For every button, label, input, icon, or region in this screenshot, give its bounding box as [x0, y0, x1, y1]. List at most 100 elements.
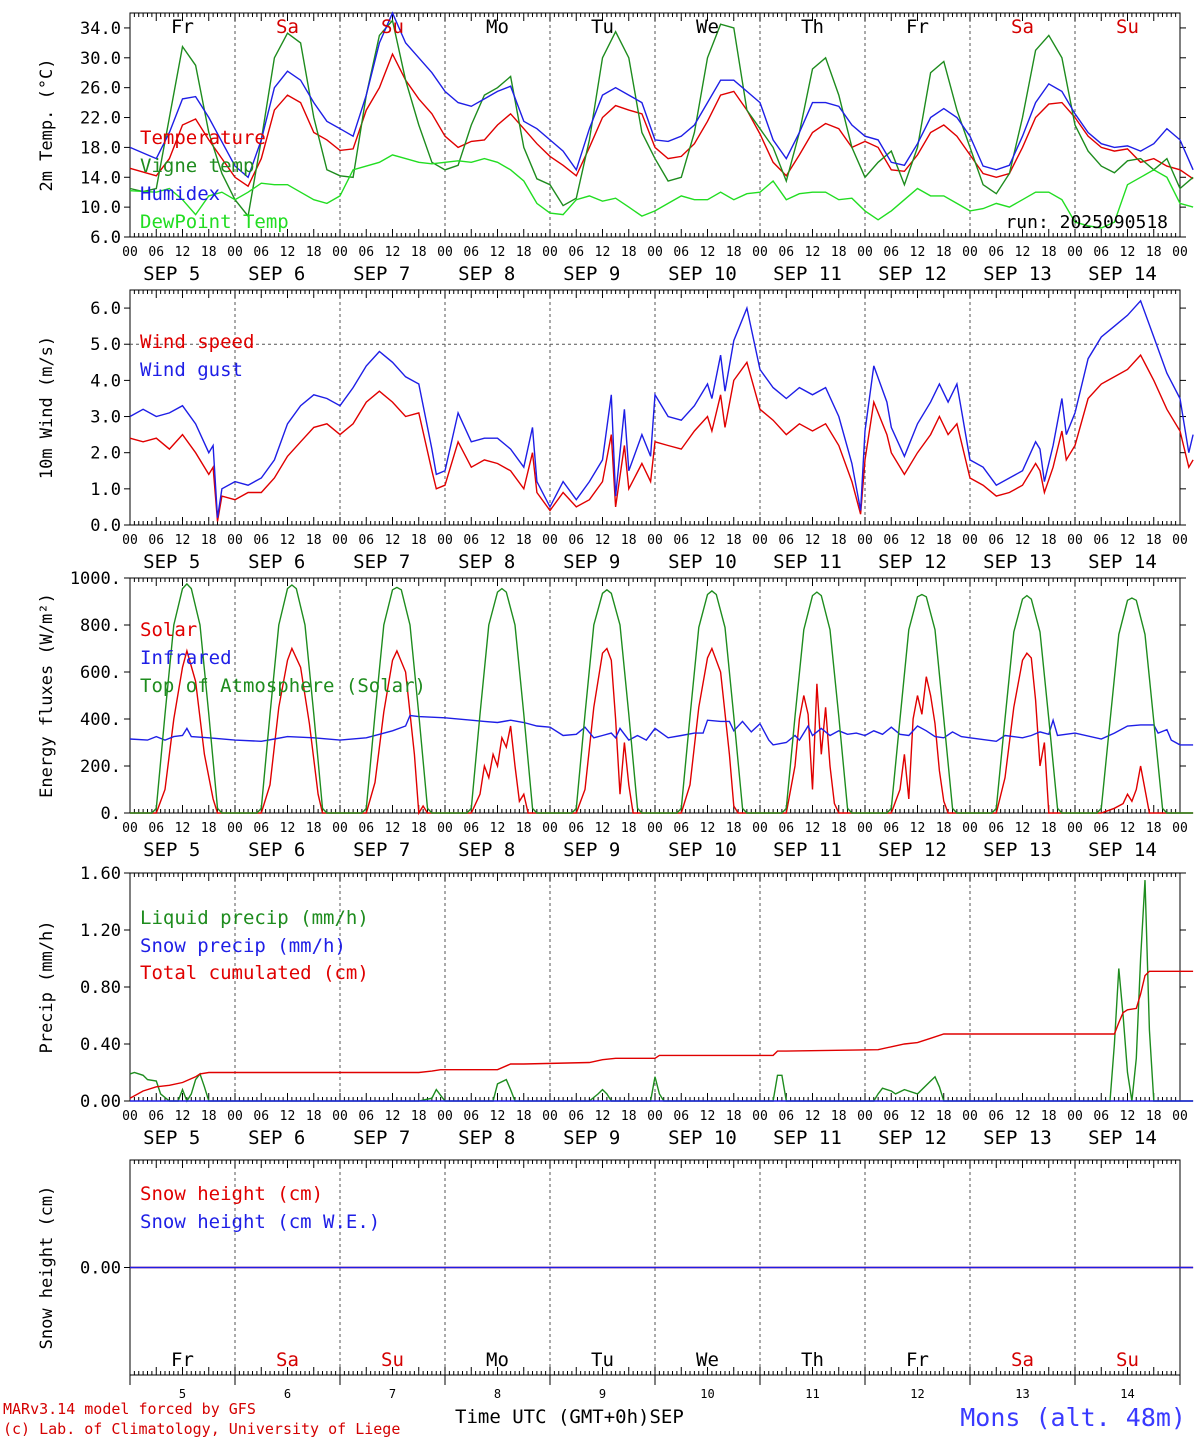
series-line-top-of-atmosphere-solar- [130, 582, 1194, 814]
hour-tick-label: 12 [805, 533, 821, 548]
hour-tick-label: 06 [988, 821, 1004, 836]
series-line-dewpoint-temp [129, 154, 1194, 229]
series-line-humidex [129, 11, 1194, 179]
weekday-label: Sa [276, 1349, 299, 1371]
date-label: SEP 10 [668, 263, 737, 285]
hour-tick-label: 12 [805, 1109, 821, 1124]
hour-tick-label: 18 [831, 245, 847, 260]
y-tick-label: 4.0 [90, 371, 121, 391]
date-label: SEP 9 [563, 1127, 620, 1149]
hour-tick-label: 00 [227, 533, 243, 548]
legend-entry: Top of Atmosphere (Solar) [140, 675, 426, 697]
weekday-label: Th [801, 16, 824, 38]
y-tick-label: 1000. [70, 569, 121, 589]
hour-tick-label: 18 [831, 821, 847, 836]
hour-tick-label: 12 [1120, 245, 1136, 260]
hour-tick-label: 12 [280, 533, 296, 548]
hour-tick-label: 18 [306, 1109, 322, 1124]
y-axis-title: Snow height (cm) [37, 1186, 57, 1350]
hour-tick-label: 00 [542, 821, 558, 836]
hour-tick-label: 00 [962, 821, 978, 836]
hour-tick-label: 18 [516, 821, 532, 836]
date-label: SEP 5 [143, 551, 200, 573]
date-label: SEP 7 [353, 263, 410, 285]
hour-tick-label: 00 [227, 1109, 243, 1124]
hour-tick-label: 06 [988, 1109, 1004, 1124]
hour-tick-label: 06 [1093, 245, 1109, 260]
hour-tick-label: 06 [253, 821, 269, 836]
hour-tick-label: 06 [1093, 533, 1109, 548]
hour-tick-label: 06 [1093, 1109, 1109, 1124]
weekday-label: Su [381, 1349, 404, 1371]
hour-tick-label: 12 [175, 821, 191, 836]
weekday-label: Mo [486, 1349, 509, 1371]
date-label: SEP 9 [563, 839, 620, 861]
series-line-total-cumulated-cm- [129, 970, 1194, 1099]
y-tick-label: 34.0 [80, 19, 121, 39]
hour-tick-label: 12 [280, 821, 296, 836]
hour-tick-label: 18 [411, 245, 427, 260]
plot-frame [129, 12, 1181, 238]
hour-tick-label: 00 [647, 533, 663, 548]
hour-tick-label: 18 [201, 533, 217, 548]
hour-tick-label: 00 [122, 821, 138, 836]
legend-entry: Wind speed [140, 331, 254, 353]
date-label: SEP 14 [1088, 263, 1157, 285]
hour-tick-label: 18 [1146, 533, 1162, 548]
hour-tick-label: 18 [411, 533, 427, 548]
hour-tick-label: 06 [463, 1109, 479, 1124]
hour-tick-label: 06 [568, 533, 584, 548]
hour-tick-label: 18 [411, 821, 427, 836]
date-label: SEP 7 [353, 1127, 410, 1149]
date-label: SEP 11 [773, 551, 842, 573]
weekday-label: Sa [1011, 1349, 1034, 1371]
time-axis-label: Time UTC (GMT+0h)SEP [455, 1406, 684, 1428]
hour-tick-label: 18 [1041, 533, 1057, 548]
hour-tick-label: 06 [358, 821, 374, 836]
series-line-temperature [129, 52, 1194, 188]
hour-tick-label: 06 [883, 1109, 899, 1124]
hour-tick-label: 06 [778, 245, 794, 260]
day-number-label: 14 [1120, 1387, 1134, 1401]
hour-tick-label: 12 [1120, 1109, 1136, 1124]
weekday-label: Su [1116, 16, 1139, 38]
hour-tick-label: 00 [647, 245, 663, 260]
hour-tick-label: 12 [385, 1109, 401, 1124]
hour-tick-label: 06 [883, 533, 899, 548]
hour-tick-label: 00 [1067, 245, 1083, 260]
legend-entry: Solar [140, 619, 197, 641]
hour-tick-label: 12 [595, 533, 611, 548]
day-number-label: 13 [1015, 1387, 1029, 1401]
hour-tick-label: 12 [385, 821, 401, 836]
hour-tick-label: 06 [988, 533, 1004, 548]
date-label: SEP 10 [668, 551, 737, 573]
date-label: SEP 6 [248, 263, 305, 285]
hour-tick-label: 18 [621, 821, 637, 836]
series-line-solar [130, 646, 1194, 816]
legend-entry: Infrared [140, 647, 232, 669]
y-tick-label: 1.60 [80, 864, 121, 884]
hour-tick-label: 06 [253, 533, 269, 548]
date-label: SEP 13 [983, 551, 1052, 573]
y-tick-label: 800. [80, 616, 121, 636]
weekday-label: Fr [906, 1349, 929, 1371]
hour-tick-label: 06 [568, 1109, 584, 1124]
hour-tick-label: 12 [700, 821, 716, 836]
hour-tick-label: 00 [857, 245, 873, 260]
y-tick-label: 0.40 [80, 1035, 121, 1055]
hour-tick-label: 12 [385, 533, 401, 548]
series-line-vigne-temp [129, 18, 1194, 218]
hour-tick-label: 12 [1015, 821, 1031, 836]
hour-tick-label: 18 [936, 1109, 952, 1124]
day-number-label: 6 [284, 1387, 291, 1401]
y-tick-label: 1.0 [90, 480, 121, 500]
hour-tick-label: 18 [516, 1109, 532, 1124]
hour-tick-label: 00 [752, 245, 768, 260]
hour-tick-label: 18 [831, 533, 847, 548]
hour-tick-label: 00 [647, 1109, 663, 1124]
y-axis-title: 2m Temp. (°C) [37, 58, 57, 191]
hour-tick-label: 12 [910, 245, 926, 260]
hour-tick-label: 12 [385, 245, 401, 260]
hour-tick-label: 06 [358, 1109, 374, 1124]
day-number-label: 12 [910, 1387, 924, 1401]
